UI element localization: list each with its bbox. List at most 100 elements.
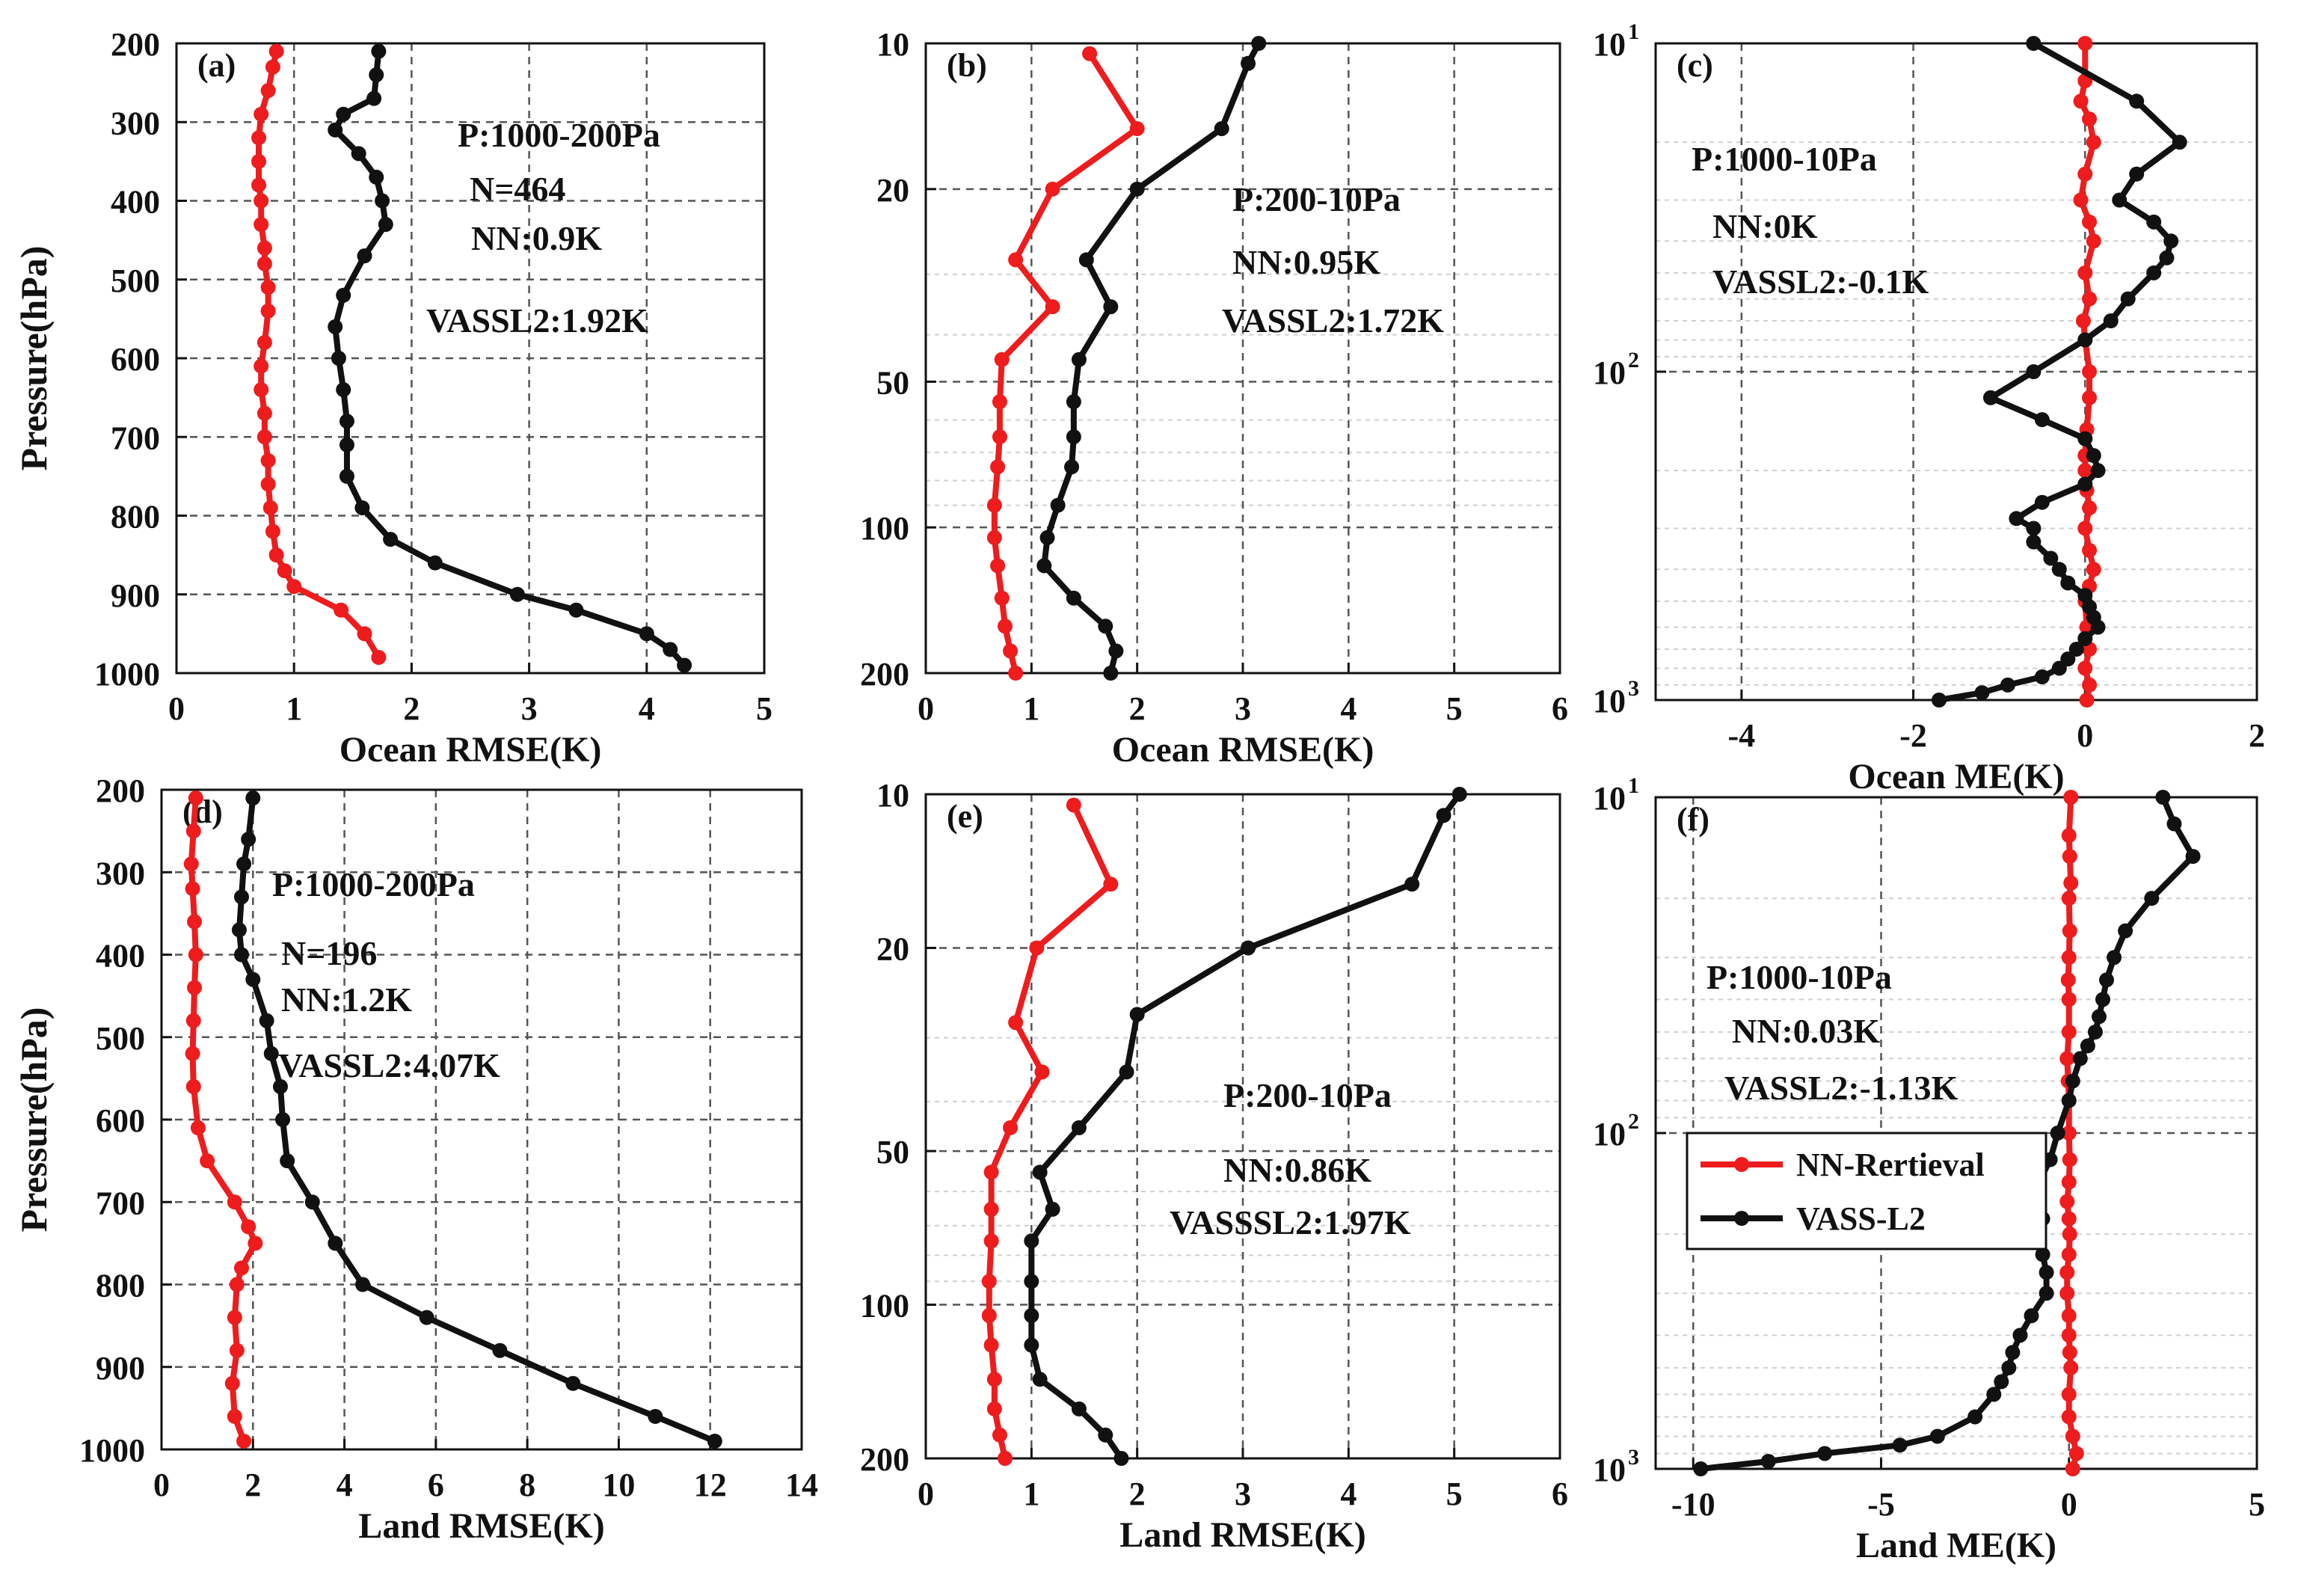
annotation-text: VASSL2:4.07K xyxy=(278,1046,500,1084)
data-point-vass xyxy=(1760,1453,1776,1469)
annotation-text: P:1000-10Pa xyxy=(1706,958,1892,996)
data-point-vass xyxy=(231,922,247,938)
x-tick-label: 3 xyxy=(1235,690,1251,727)
data-point-vass xyxy=(1071,352,1087,367)
data-point-nn xyxy=(2075,313,2091,328)
x-tick-label: 8 xyxy=(519,1467,535,1503)
y-tick-label: 900 xyxy=(111,577,160,614)
data-point-vass xyxy=(1071,1401,1087,1417)
y-tick-label: 200 xyxy=(96,773,145,809)
data-point-vass xyxy=(2087,1024,2103,1040)
data-point-nn xyxy=(2086,233,2101,249)
annotation-text: P:1000-200Pa xyxy=(272,865,475,903)
data-point-nn xyxy=(2082,364,2098,379)
data-point-vass xyxy=(1078,252,1094,268)
data-point-vass xyxy=(1066,590,1081,606)
data-point-vass xyxy=(1129,181,1145,197)
data-point-vass xyxy=(336,287,351,303)
data-point-vass xyxy=(1064,459,1080,475)
data-point-nn xyxy=(334,602,349,618)
y-tick-label: 50 xyxy=(876,364,909,401)
data-point-vass xyxy=(1098,619,1113,634)
data-point-vass xyxy=(1129,1007,1145,1022)
y-tick-label: 600 xyxy=(96,1102,145,1139)
data-point-nn xyxy=(256,240,272,256)
data-point-vass xyxy=(2095,992,2110,1007)
y-tick-label: 500 xyxy=(111,263,160,299)
data-point-nn xyxy=(1066,797,1081,813)
data-point-nn xyxy=(981,1274,997,1289)
data-point-nn xyxy=(2082,390,2098,405)
annotation-text: VASSSL2:1.97K xyxy=(1170,1203,1411,1241)
data-point-vass xyxy=(1929,1428,1945,1444)
data-point-nn xyxy=(2082,500,2098,516)
data-point-vass xyxy=(357,248,372,264)
data-point-vass xyxy=(2065,1073,2080,1089)
data-point-vass xyxy=(275,1112,291,1127)
data-point-nn xyxy=(2063,875,2079,891)
y-tick-label: 400 xyxy=(111,184,160,221)
data-point-nn xyxy=(2061,1247,2077,1262)
data-point-nn xyxy=(2077,166,2093,182)
x-tick-label: 6 xyxy=(428,1467,444,1503)
data-point-vass xyxy=(2001,1360,2017,1375)
data-point-nn xyxy=(185,881,200,897)
annotation-text: P:1000-200Pa xyxy=(458,116,660,154)
y-tick-label: 700 xyxy=(111,420,160,456)
legend-marker-nn xyxy=(1734,1157,1749,1172)
data-point-nn xyxy=(1103,877,1119,892)
data-point-vass xyxy=(2034,494,2050,510)
data-point-vass xyxy=(639,626,654,642)
data-point-nn xyxy=(2059,1286,2075,1301)
data-point-vass xyxy=(2026,36,2042,51)
x-axis-label: Ocean ME(K) xyxy=(1848,757,2064,797)
data-point-nn xyxy=(983,1337,999,1353)
data-point-nn xyxy=(983,1164,999,1180)
x-tick-label: 0 xyxy=(918,690,934,727)
data-point-vass xyxy=(369,169,384,185)
data-point-vass xyxy=(339,414,354,429)
data-point-nn xyxy=(227,1310,242,1325)
data-point-nn xyxy=(2061,828,2077,844)
data-point-nn xyxy=(2077,660,2093,676)
y-tick-exponent: 1 xyxy=(1628,773,1639,798)
data-point-nn xyxy=(251,130,267,146)
panel-e: 0 1 2 3 4 5 6 10 20 50 100 200 Land RMSE(K) (e) P:200-… xyxy=(860,777,1568,1555)
data-point-nn xyxy=(986,497,1002,513)
y-tick-label: 400 xyxy=(96,938,145,975)
x-tick-label: 14 xyxy=(785,1467,818,1503)
data-point-nn xyxy=(188,947,203,963)
x-axis-label: Ocean RMSE(K) xyxy=(1112,730,1374,770)
y-tick-label: 900 xyxy=(96,1350,145,1387)
data-point-nn xyxy=(2082,111,2098,127)
y-tick-exponent: 2 xyxy=(1628,1109,1639,1134)
x-axis-label: Land RMSE(K) xyxy=(1119,1515,1365,1555)
data-point-vass xyxy=(2107,950,2122,966)
data-point-vass xyxy=(331,351,346,366)
y-tick-label: 100 xyxy=(860,1288,909,1325)
data-point-vass xyxy=(419,1310,434,1325)
series-line-nn xyxy=(991,52,1140,674)
data-point-vass xyxy=(2103,313,2119,328)
data-point-vass xyxy=(1036,558,1052,574)
y-tick-label: 300 xyxy=(96,855,145,891)
data-point-nn xyxy=(1129,120,1145,136)
data-point-nn xyxy=(2061,992,2077,1007)
data-point-vass xyxy=(1024,1337,1039,1353)
data-point-vass xyxy=(2129,166,2145,182)
legend-marker-vass xyxy=(1734,1211,1749,1226)
data-point-nn xyxy=(998,619,1013,634)
data-point-vass xyxy=(2060,575,2076,591)
x-tick-label: 1 xyxy=(1023,690,1039,727)
data-point-vass xyxy=(272,1078,288,1094)
data-point-vass xyxy=(2026,534,2042,550)
data-point-nn xyxy=(256,256,272,271)
data-point-nn xyxy=(1045,299,1060,315)
legend-label-vass: VASS-L2 xyxy=(1796,1200,1926,1237)
data-point-vass xyxy=(2039,1265,2054,1280)
y-tick-exponent: 3 xyxy=(1628,676,1639,701)
data-point-nn xyxy=(2063,1360,2079,1375)
x-tick-label: 0 xyxy=(153,1467,170,1503)
data-point-nn xyxy=(2060,972,2076,988)
